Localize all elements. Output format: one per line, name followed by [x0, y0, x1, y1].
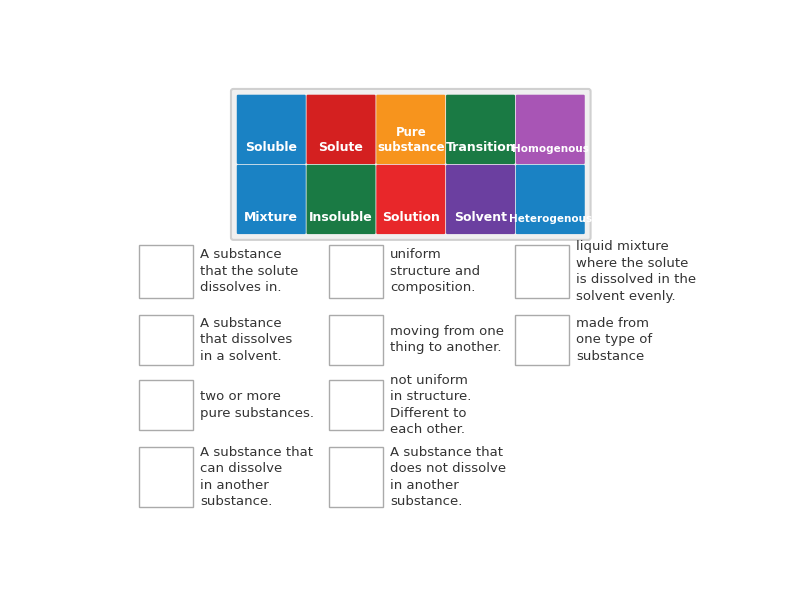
Bar — [138, 380, 193, 430]
FancyBboxPatch shape — [237, 95, 306, 164]
Bar — [329, 314, 383, 365]
Text: Pure
substance: Pure substance — [377, 127, 445, 154]
Text: made from
one type of
substance: made from one type of substance — [576, 317, 652, 362]
Bar — [514, 314, 569, 365]
Text: A substance
that the solute
dissolves in.: A substance that the solute dissolves in… — [200, 248, 298, 295]
Text: Insoluble: Insoluble — [309, 211, 373, 224]
Text: liquid mixture
where the solute
is dissolved in the
solvent evenly.: liquid mixture where the solute is disso… — [576, 240, 696, 302]
FancyBboxPatch shape — [376, 95, 446, 164]
FancyBboxPatch shape — [237, 165, 306, 234]
Text: not uniform
in structure.
Different to
each other.: not uniform in structure. Different to e… — [390, 374, 471, 436]
Bar — [138, 447, 193, 507]
Bar — [329, 245, 383, 298]
Text: Solvent: Solvent — [454, 211, 507, 224]
Bar — [329, 380, 383, 430]
Text: Solution: Solution — [382, 211, 440, 224]
Text: A substance that
can dissolve
in another
substance.: A substance that can dissolve in another… — [200, 446, 313, 508]
FancyBboxPatch shape — [376, 165, 446, 234]
Text: Solute: Solute — [318, 142, 363, 154]
FancyBboxPatch shape — [516, 95, 585, 164]
FancyBboxPatch shape — [306, 95, 375, 164]
FancyBboxPatch shape — [231, 89, 590, 240]
Text: Mixture: Mixture — [244, 211, 298, 224]
Text: moving from one
thing to another.: moving from one thing to another. — [390, 325, 504, 355]
Text: two or more
pure substances.: two or more pure substances. — [200, 390, 314, 420]
Text: A substance that
does not dissolve
in another
substance.: A substance that does not dissolve in an… — [390, 446, 506, 508]
FancyBboxPatch shape — [516, 165, 585, 234]
Text: uniform
structure and
composition.: uniform structure and composition. — [390, 248, 480, 295]
Text: Homogenous: Homogenous — [512, 145, 589, 154]
FancyBboxPatch shape — [306, 165, 375, 234]
Text: A substance
that dissolves
in a solvent.: A substance that dissolves in a solvent. — [200, 317, 292, 362]
Bar — [138, 314, 193, 365]
Bar — [329, 447, 383, 507]
Text: Transition: Transition — [446, 142, 515, 154]
Bar — [514, 245, 569, 298]
Bar — [138, 245, 193, 298]
FancyBboxPatch shape — [446, 165, 515, 234]
Text: Soluble: Soluble — [246, 142, 298, 154]
FancyBboxPatch shape — [446, 95, 515, 164]
Text: Heterogenous: Heterogenous — [509, 214, 592, 224]
